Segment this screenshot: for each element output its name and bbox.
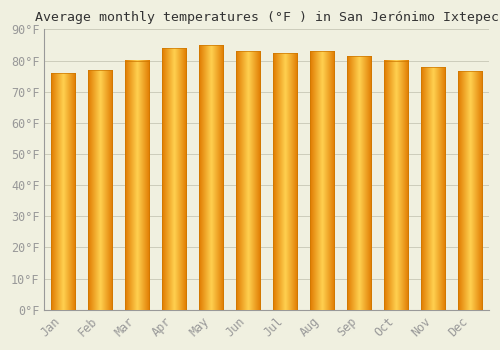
Bar <box>162 48 186 310</box>
Bar <box>125 61 149 310</box>
Bar <box>236 51 260 310</box>
Bar <box>310 51 334 310</box>
Bar <box>88 70 112 310</box>
Bar <box>199 45 223 310</box>
Bar <box>51 73 75 310</box>
Bar <box>422 67 446 310</box>
Bar <box>273 53 297 310</box>
Title: Average monthly temperatures (°F ) in San Jerónimo Ixtepec: Average monthly temperatures (°F ) in Sa… <box>34 11 498 24</box>
Bar <box>458 71 482 310</box>
Bar <box>384 61 408 310</box>
Bar <box>347 56 372 310</box>
